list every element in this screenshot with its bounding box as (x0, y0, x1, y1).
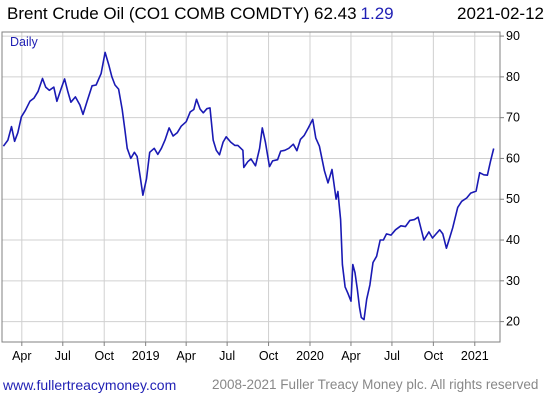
y-tick-label: 20 (506, 315, 520, 329)
chart-date: 2021-02-12 (457, 4, 544, 23)
x-tick-label: Oct (259, 349, 279, 363)
y-axis: 20 30 40 50 60 70 80 90 (500, 29, 520, 329)
series-line (2, 51, 495, 321)
x-tick-label: Jul (219, 349, 235, 363)
y-tick-label: 90 (506, 29, 520, 43)
y-tick-label: 70 (506, 111, 520, 125)
x-tick-label: Jul (55, 349, 71, 363)
x-tick-label: 2019 (132, 349, 160, 363)
website-link[interactable]: www.fullertreacymoney.com (3, 377, 177, 393)
y-tick-label: 40 (506, 233, 520, 247)
x-tick-label: Apr (176, 349, 195, 363)
y-tick-label: 60 (506, 151, 520, 165)
chart-footer: www.fullertreacymoney.com 2008-2021 Full… (0, 376, 550, 398)
grid-lines (2, 32, 500, 342)
x-tick-label: Oct (94, 349, 114, 363)
x-tick-label: Oct (424, 349, 444, 363)
y-tick-label: 80 (506, 70, 520, 84)
x-tick-label: 2020 (296, 349, 324, 363)
y-tick-label: 50 (506, 192, 520, 206)
plot-frame (1, 31, 501, 343)
y-tick-label: 30 (506, 274, 520, 288)
copyright-text: 2008-2021 Fuller Treacy Money plc. All r… (212, 377, 539, 392)
x-tick-label: Apr (12, 349, 31, 363)
x-axis: Apr Jul Oct 2019 Apr Jul Oct 2020 Apr Jul Oct 2021 (12, 342, 489, 363)
price-change: 1.29 (360, 4, 394, 23)
frequency-label: Daily (10, 35, 39, 49)
title-text: Brent Crude Oil (CO1 COMB COMDTY) 62.43 (7, 4, 357, 23)
chart-header: Brent Crude Oil (CO1 COMB COMDTY) 62.43 1… (0, 0, 550, 32)
x-tick-label: 2021 (461, 349, 489, 363)
chart-title: Brent Crude Oil (CO1 COMB COMDTY) 62.43 1… (7, 4, 394, 24)
x-tick-label: Jul (384, 349, 400, 363)
x-tick-label: Apr (341, 349, 360, 363)
